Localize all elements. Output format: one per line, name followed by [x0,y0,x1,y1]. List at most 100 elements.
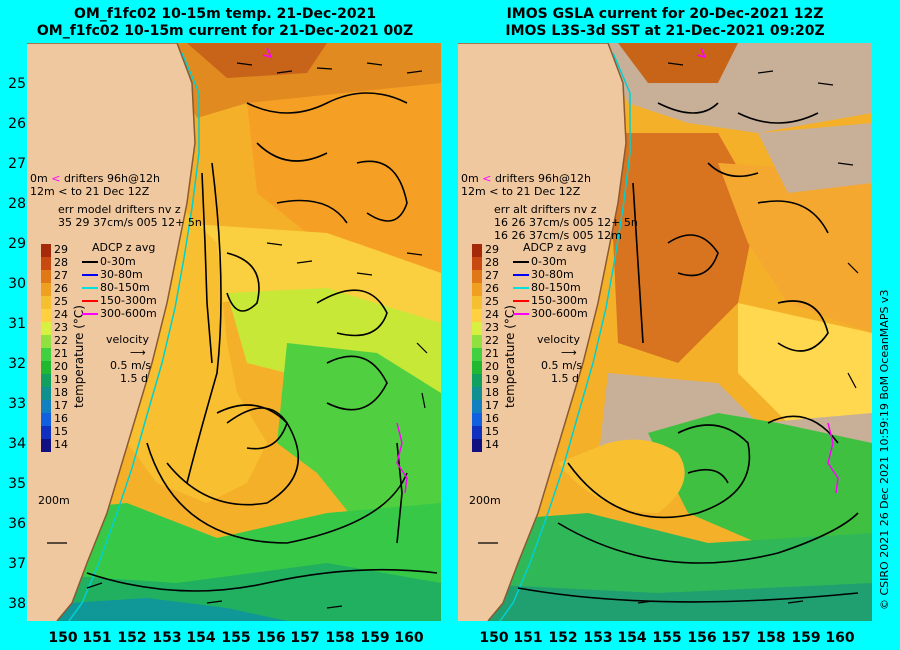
y-tick: 36 [8,516,26,532]
velocity-time: 1.5 d [551,372,579,385]
colorbar-tick: 15 [485,425,499,438]
adcp-legend-item: 80-150m [82,281,150,294]
x-tick: 158 [756,630,786,646]
adcp-legend-item: 0-30m [82,255,136,268]
legend-label: 0-30m [100,255,136,268]
colorbar-swatch [41,335,51,348]
adcp-legend-item: 80-150m [513,281,581,294]
colorbar-swatch [41,413,51,426]
legend-swatch [513,287,529,289]
adcp-legend-item: 300-600m [82,307,157,320]
x-tick: 160 [394,630,424,646]
x-tick: 154 [186,630,216,646]
title-right-line2: IMOS L3S-3d SST at 21-Dec-2021 09:20Z [505,23,825,39]
colorbar-tick: 17 [485,399,499,412]
contour-label-right: 200m [469,494,501,507]
legend-swatch [82,261,98,263]
colorbar-swatch [472,348,482,361]
colorbar-swatch [41,439,51,452]
title-left-line2: OM_f1fc02 10-15m current for 21-Dec-2021… [36,23,414,39]
colorbar-swatch [41,348,51,361]
x-tick: 152 [117,630,147,646]
x-tick: 157 [721,630,751,646]
drifters-depth-12: 12m [461,185,486,198]
title-left: OM_f1fc02 10-15m temp. 21-Dec-2021 OM_f1… [10,6,440,40]
adcp-legend-item: 0-30m [513,255,567,268]
adcp-legend-title: ADCP z avg [523,241,587,254]
velocity-key-right: velocity ⟶ 0.5 m/s 1.5 d [537,333,582,385]
x-tick: 157 [290,630,320,646]
colorbar-swatch [472,309,482,322]
map-panel-right[interactable] [458,43,872,621]
colorbar-tick: 26 [485,282,499,295]
err-values-right-2: 16 26 37cm/s 005 12m [494,229,622,242]
colorbar-tick: 16 [485,412,499,425]
colorbar-swatch [472,283,482,296]
x-tick: 159 [360,630,390,646]
colorbar-swatch [41,283,51,296]
y-tick: 28 [8,196,26,212]
credit-text: © CSIRO 2021 26 Dec 2021 10:59:19 BoM Oc… [878,289,891,610]
drifters-time: to 21 Dec 12Z [501,185,581,198]
colorbar-swatch [41,309,51,322]
legend-label: 80-150m [531,281,581,294]
drifters-depth-0: 0m [461,172,479,185]
legend-label: 30-80m [531,268,574,281]
y-tick: 27 [8,156,26,172]
y-tick: 31 [8,316,26,332]
drifters-label: drifters 96h@12h [63,172,160,185]
colorbar-title-right: temperature (°C) [503,305,517,408]
colorbar-swatch [41,361,51,374]
legend-label: 150-300m [531,294,588,307]
adcp-legend-item: 30-80m [513,268,574,281]
velocity-arrow-icon: ⟶ [130,346,146,359]
colorbar-tick: 23 [54,321,68,334]
velocity-speed: 0.5 m/s [110,359,152,372]
err-left: err model drifters nv z 35 29 37cm/s 005… [58,203,202,229]
colorbar-swatch [472,374,482,387]
legend-swatch [513,313,529,315]
colorbar-swatch [472,322,482,335]
x-tick: 156 [687,630,717,646]
drifters-depth-12: 12m [30,185,55,198]
colorbar-tick: 28 [485,256,499,269]
drifters-depth-0: 0m [30,172,48,185]
map-left-svg [27,43,441,621]
y-tick: 25 [8,76,26,92]
colorbar-tick: 19 [54,373,68,386]
colorbar-tick: 23 [485,321,499,334]
y-tick: 34 [8,436,26,452]
colorbar-swatch [41,296,51,309]
title-left-line1: OM_f1fc02 10-15m temp. 21-Dec-2021 [73,6,377,22]
colorbar-tick: 27 [54,269,68,282]
adcp-legend-title: ADCP z avg [92,241,156,254]
map-panel-left[interactable] [27,43,441,621]
y-tick: 37 [8,556,26,572]
colorbar-tick: 25 [54,295,68,308]
legend-swatch [513,274,529,276]
velocity-title: velocity [106,333,149,346]
colorbar-tick: 17 [54,399,68,412]
colorbar-tick: 18 [54,386,68,399]
colorbar-swatch [41,257,51,270]
legend-label: 300-600m [531,307,588,320]
legend-label: 80-150m [100,281,150,294]
drifters-legend-left: 0m < drifters 96h@12h 12m < to 21 Dec 12… [30,172,160,198]
legend-swatch [82,313,98,315]
colorbar-swatch [472,244,482,257]
colorbar-swatch [41,322,51,335]
adcp-legend-item: 300-600m [513,307,588,320]
colorbar-swatch [472,257,482,270]
err-values-left: 35 29 37cm/s 005 12+ 5n [58,216,202,229]
x-tick: 151 [513,630,543,646]
colorbar-tick: 21 [485,347,499,360]
colorbar-tick: 28 [54,256,68,269]
colorbar-swatch [472,400,482,413]
colorbar-swatch [41,387,51,400]
title-right-line1: IMOS GSLA current for 20-Dec-2021 12Z [506,6,824,22]
legend-label: 0-30m [531,255,567,268]
y-tick: 29 [8,236,26,252]
err-values-right-1: 16 26 37cm/s 005 12+ 5n [494,216,638,229]
title-right: IMOS GSLA current for 20-Dec-2021 12Z IM… [450,6,880,40]
colorbar-tick: 18 [485,386,499,399]
